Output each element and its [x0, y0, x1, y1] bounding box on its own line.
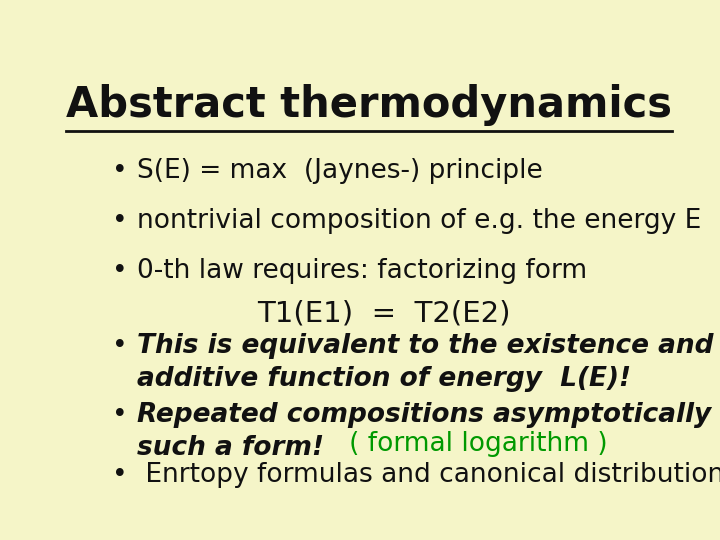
Text: •: •: [112, 462, 128, 488]
Text: •: •: [112, 333, 128, 359]
Text: T1(E1)  =  T2(E2): T1(E1) = T2(E2): [258, 300, 511, 328]
Text: 0-th law requires: factorizing form: 0-th law requires: factorizing form: [138, 258, 588, 284]
Text: •: •: [112, 402, 128, 428]
Text: S(E) = max  (Jaynes-) principle: S(E) = max (Jaynes-) principle: [138, 158, 543, 184]
Text: Abstract thermodynamics: Abstract thermodynamics: [66, 84, 672, 125]
Text: Enrtopy formulas and canonical distributions: Enrtopy formulas and canonical distribut…: [138, 462, 720, 488]
Text: •: •: [112, 258, 128, 284]
Text: ( formal logarithm ): ( formal logarithm ): [325, 431, 608, 457]
Text: •: •: [112, 158, 128, 184]
Text: Repeated compositions asymptotically lead to
such a form!: Repeated compositions asymptotically lea…: [138, 402, 720, 461]
Text: This is equivalent to the existence and use of an
additive function of energy  L: This is equivalent to the existence and …: [138, 333, 720, 392]
Text: •: •: [112, 208, 128, 234]
Text: nontrivial composition of e.g. the energy E: nontrivial composition of e.g. the energ…: [138, 208, 702, 234]
